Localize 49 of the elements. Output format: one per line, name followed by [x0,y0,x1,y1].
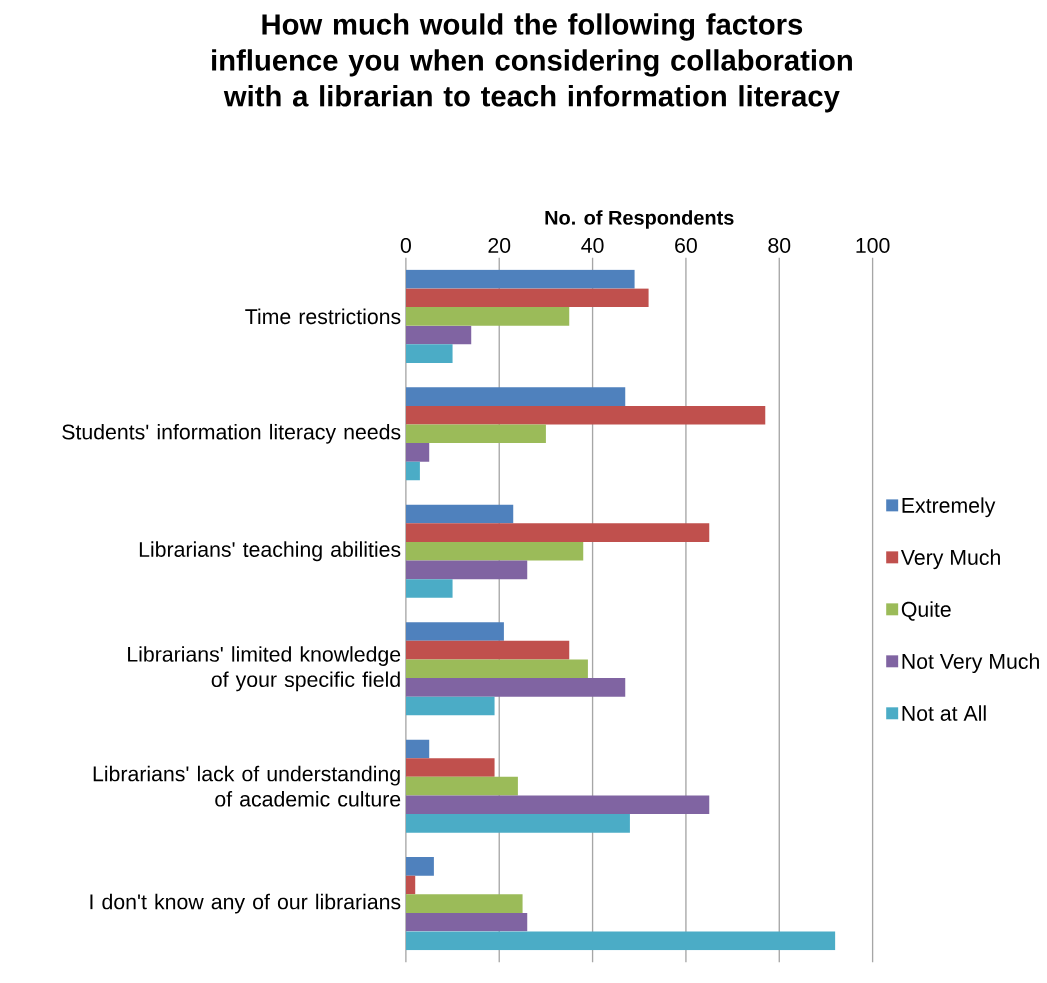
bar [405,659,588,678]
y-tick-label: Librarians' lack of understanding of academic culture [93,765,401,807]
bar [405,442,430,462]
x-tick-label: 0 [400,237,411,253]
bar [405,306,570,326]
legend-label: Extremely [902,497,996,518]
bar [405,739,430,759]
bar [405,560,528,580]
bar [405,344,453,363]
bar [405,405,766,425]
bar [405,696,495,716]
bar [405,931,836,951]
bar [405,758,495,777]
bar [405,677,626,697]
bar [405,461,420,481]
bar [405,813,630,833]
y-tick-label: Students' information literacy needs [62,423,401,444]
bar [405,541,584,561]
chart-title: How much would the following factors influence you when considering collaboration with a librarian to teach information literacy [212,13,852,113]
bar [405,640,570,660]
y-tick-label: Librarians' teaching abilities [139,541,401,562]
legend-label: Not at All [902,705,986,721]
y-tick-label: I don't know any of our librarians [90,893,401,914]
bar [405,424,546,443]
bar [405,504,514,524]
bar [405,387,626,406]
bar [405,269,635,289]
bar [405,325,472,345]
x-tick-label: 20 [488,237,511,253]
bar [405,776,518,796]
x-axis-title: No. of Respondents [545,210,734,229]
legend-label: Not Very Much [902,653,1039,673]
x-tick-label: 40 [581,237,604,253]
legend-label: Quite [901,601,951,621]
bar [405,856,434,876]
legend-label: Very Much [900,549,1000,570]
x-tick-label: 100 [856,237,890,253]
bar [405,622,504,641]
bar [405,912,528,932]
bar [405,523,710,542]
bar [405,795,710,814]
x-tick-label: 80 [768,237,791,253]
bar [405,288,649,307]
bar [405,579,453,598]
x-tick-label: 60 [675,237,697,253]
y-tick-label: Librarians' limited knowledge of your specific field [128,646,401,692]
y-tick-label: Time restrictions [245,308,401,325]
bar [405,875,416,895]
bar [405,894,523,913]
